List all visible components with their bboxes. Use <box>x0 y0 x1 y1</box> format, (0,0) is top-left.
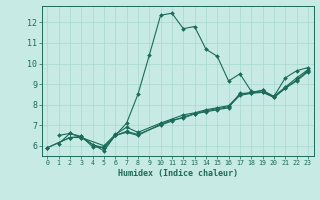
X-axis label: Humidex (Indice chaleur): Humidex (Indice chaleur) <box>118 169 237 178</box>
